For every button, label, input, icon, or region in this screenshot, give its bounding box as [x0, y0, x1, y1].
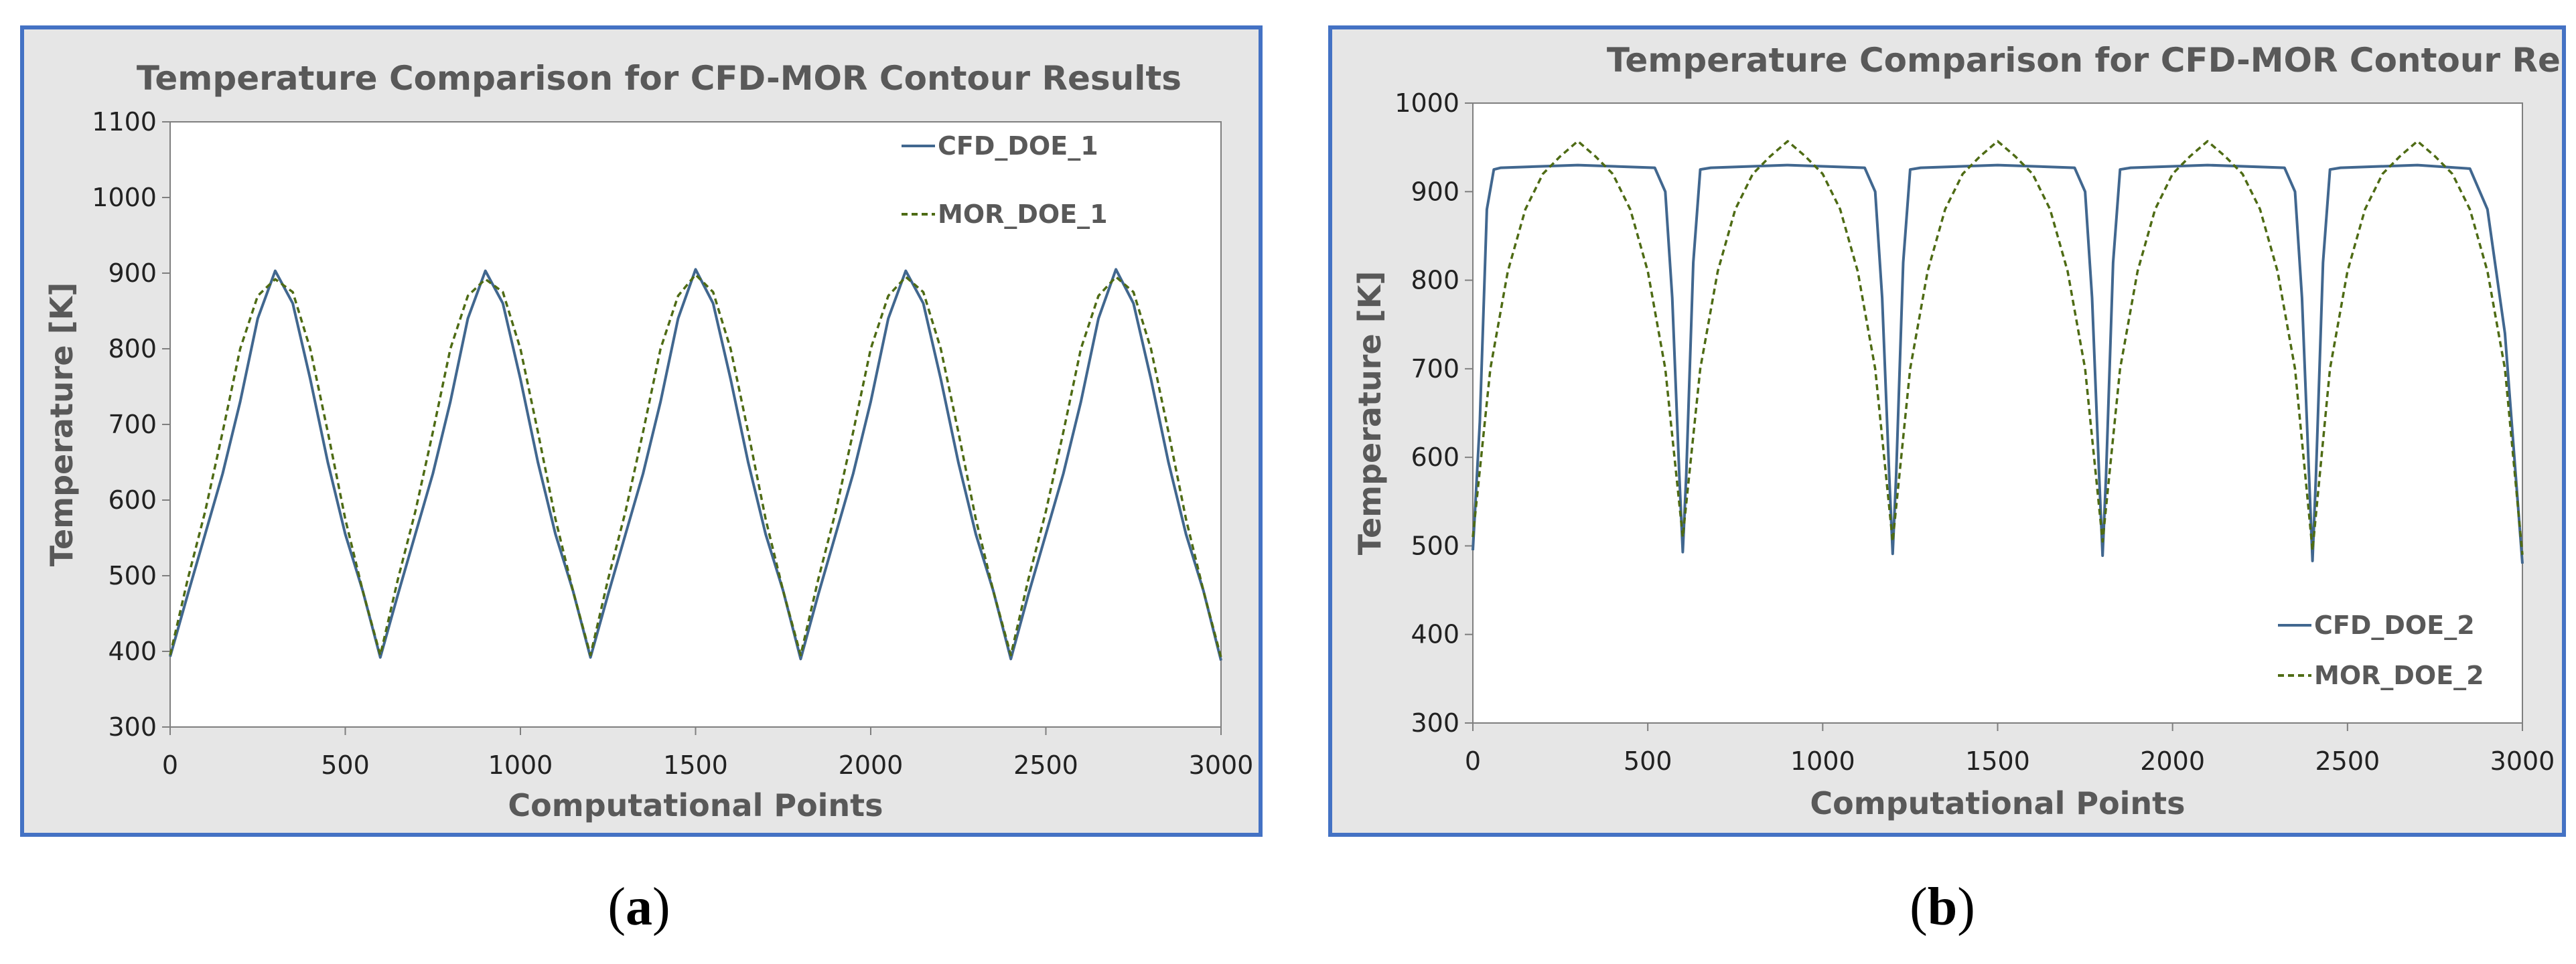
chart-b-svg: Temperature Comparison for CFD-MOR Conto… — [1352, 41, 2562, 821]
chart-b-legend-label: MOR_DOE_2 — [2314, 661, 2484, 690]
chart-a-ytick-label: 500 — [108, 561, 157, 590]
chart-b-ytick-label: 600 — [1411, 443, 1459, 472]
chart-panel-a: Temperature Comparison for CFD-MOR Conto… — [20, 25, 1263, 837]
chart-a-series-mor-doe-1 — [169, 273, 1222, 658]
chart-b-series-mor-doe-2 — [1472, 140, 2524, 555]
chart-b-ytick-label: 500 — [1411, 531, 1459, 560]
chart-a-xtick-label: 1500 — [663, 750, 728, 780]
chart-b-x-axis-label: Computational Points — [1810, 785, 2185, 821]
chart-b-title: Temperature Comparison for CFD-MOR Conto… — [1607, 41, 2562, 80]
chart-b-xtick-label: 0 — [1465, 746, 1481, 776]
chart-a-legend-label: CFD_DOE_1 — [938, 131, 1098, 161]
chart-a-title: Temperature Comparison for CFD-MOR Conto… — [137, 59, 1182, 98]
chart-a-xtick-label: 3000 — [1189, 750, 1254, 780]
chart-a-series-cfd-doe-1 — [169, 268, 1222, 661]
chart-b-plot-area — [1472, 102, 2523, 724]
chart-b-ytick-label: 800 — [1411, 266, 1459, 295]
chart-b-xtick-label: 1000 — [1790, 746, 1855, 776]
chart-a-xtick-label: 0 — [162, 750, 178, 780]
chart-b-ytick-label: 900 — [1411, 177, 1459, 206]
chart-a-plot-area — [169, 121, 1222, 728]
chart-b-xtick-label: 2500 — [2315, 746, 2380, 776]
chart-a-ytick-label: 800 — [108, 334, 157, 364]
chart-b-series-cfd-doe-2 — [1472, 163, 2524, 564]
chart-a-ytick-label: 900 — [108, 258, 157, 288]
chart-a-ytick-label: 600 — [108, 485, 157, 515]
chart-b-ytick-label: 300 — [1411, 708, 1459, 738]
chart-b-legend-label: CFD_DOE_2 — [2314, 611, 2475, 640]
chart-b-xtick-label: 3000 — [2490, 746, 2555, 776]
chart-a-xtick-label: 2500 — [1013, 750, 1078, 780]
caption-a-letter: a — [626, 878, 652, 937]
chart-b-y-axis-label: Temperature [K] — [1352, 271, 1388, 556]
chart-b-ytick-label: 1000 — [1394, 88, 1459, 118]
chart-a-y-axis-label: Temperature [K] — [44, 283, 80, 567]
chart-b-xtick-label: 500 — [1624, 746, 1672, 776]
chart-a-ytick-label: 400 — [108, 637, 157, 666]
chart-b-ytick-label: 700 — [1411, 354, 1459, 384]
chart-a-xtick-label: 2000 — [839, 750, 904, 780]
chart-a-ytick-label: 1100 — [92, 107, 157, 137]
chart-a-svg: Temperature Comparison for CFD-MOR Conto… — [44, 59, 1254, 823]
caption-a: (a) — [607, 878, 670, 937]
chart-a-xtick-label: 500 — [321, 750, 370, 780]
chart-a-ytick-label: 300 — [108, 712, 157, 742]
chart-b-xtick-label: 2000 — [2140, 746, 2205, 776]
caption-b-letter: b — [1927, 878, 1958, 937]
chart-a-x-axis-label: Computational Points — [508, 787, 883, 823]
chart-a-xtick-label: 1000 — [488, 750, 553, 780]
caption-b: (b) — [1910, 878, 1975, 937]
chart-a-legend-label: MOR_DOE_1 — [938, 199, 1108, 229]
chart-a-ytick-label: 1000 — [92, 183, 157, 212]
chart-a-ytick-label: 700 — [108, 410, 157, 439]
chart-b-xtick-label: 1500 — [1965, 746, 2030, 776]
chart-b-ytick-label: 400 — [1411, 620, 1459, 649]
chart-panel-b: Temperature Comparison for CFD-MOR Conto… — [1328, 25, 2566, 837]
